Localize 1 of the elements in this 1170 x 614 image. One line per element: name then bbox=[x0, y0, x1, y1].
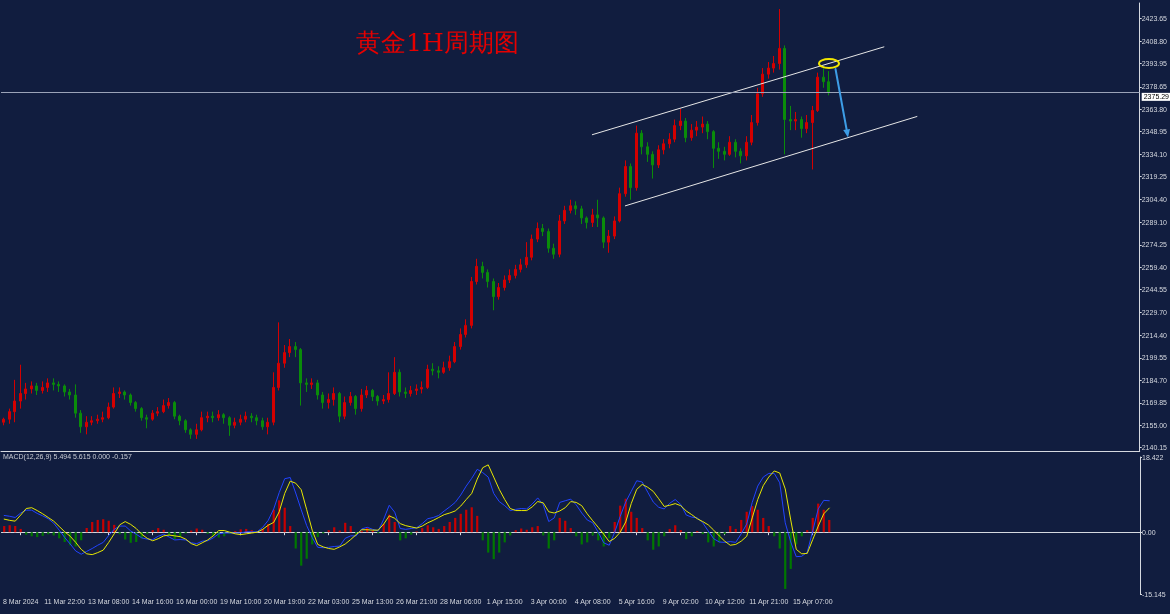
text: 黄金1H周期图 bbox=[356, 28, 519, 57]
